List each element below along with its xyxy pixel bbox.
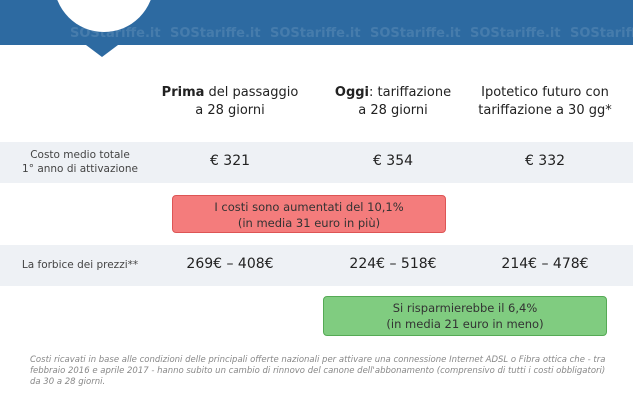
watermark: SOStariffe.it — [170, 26, 261, 41]
callout-text: (in media 31 euro in più) — [237, 216, 381, 230]
watermark: SOStariffe.it — [70, 26, 161, 41]
watermark: SOStariffe.it — [270, 26, 361, 41]
column-header: Oggi: tariffazione a 28 giorni — [308, 84, 478, 120]
footnote: Costi ricavati in base alle condizioni d… — [30, 355, 606, 387]
column-header: Ipotetico futuro con tariffazione a 30 gg… — [460, 84, 630, 120]
callout-text: I costi sono aumentati del 10,1% — [214, 200, 404, 214]
header-line: Oggi: tariffazione — [308, 84, 478, 102]
header-line: a 28 giorni — [195, 103, 265, 118]
row-label: Costo medio totale 1° anno di attivazione — [0, 148, 160, 176]
header-line: Ipotetico futuro con — [460, 84, 630, 102]
row-label-line: Costo medio totale — [30, 149, 130, 161]
header-line: a 28 giorni — [358, 103, 428, 118]
callout-saving: Si risparmierebbe il 6,4% (in media 21 e… — [323, 296, 607, 336]
header-text: Ipotetico futuro con — [481, 85, 609, 100]
row-label-line: 1° anno di attivazione — [22, 163, 138, 175]
header-text: del passaggio — [204, 85, 299, 100]
watermark: SOStariffe.it — [570, 26, 633, 41]
row-band — [0, 245, 633, 286]
cell: 224€ – 518€ — [349, 256, 437, 272]
column-header: Prima del passaggio a 28 giorni — [145, 84, 315, 120]
cell: € 321 — [209, 153, 251, 169]
header-line: tariffazione a 30 gg* — [478, 103, 612, 118]
logo-circle — [57, 0, 151, 32]
watermark: SOStariffe.it — [370, 26, 461, 41]
row-label: La forbice dei prezzi** — [0, 258, 160, 272]
row-label-line: La forbice dei prezzi** — [21, 259, 139, 271]
cell: € 332 — [524, 153, 566, 169]
row-band — [0, 142, 633, 183]
cell: 214€ – 478€ — [501, 256, 589, 272]
callout-text: Si risparmierebbe il 6,4% — [392, 301, 538, 315]
header-band — [0, 0, 633, 57]
header-text: : tariffazione — [369, 85, 452, 100]
header-line: Prima del passaggio — [145, 84, 315, 102]
header-bold: Oggi — [334, 85, 370, 100]
callout-text: (in media 21 euro in meno) — [386, 317, 544, 331]
callout-increase: I costi sono aumentati del 10,1% (in med… — [172, 195, 446, 233]
watermark: SOStariffe.it — [470, 26, 561, 41]
header-bold: Prima — [161, 85, 205, 100]
cell: € 354 — [372, 153, 414, 169]
cell: 269€ – 408€ — [186, 256, 274, 272]
header-notch — [86, 45, 118, 57]
